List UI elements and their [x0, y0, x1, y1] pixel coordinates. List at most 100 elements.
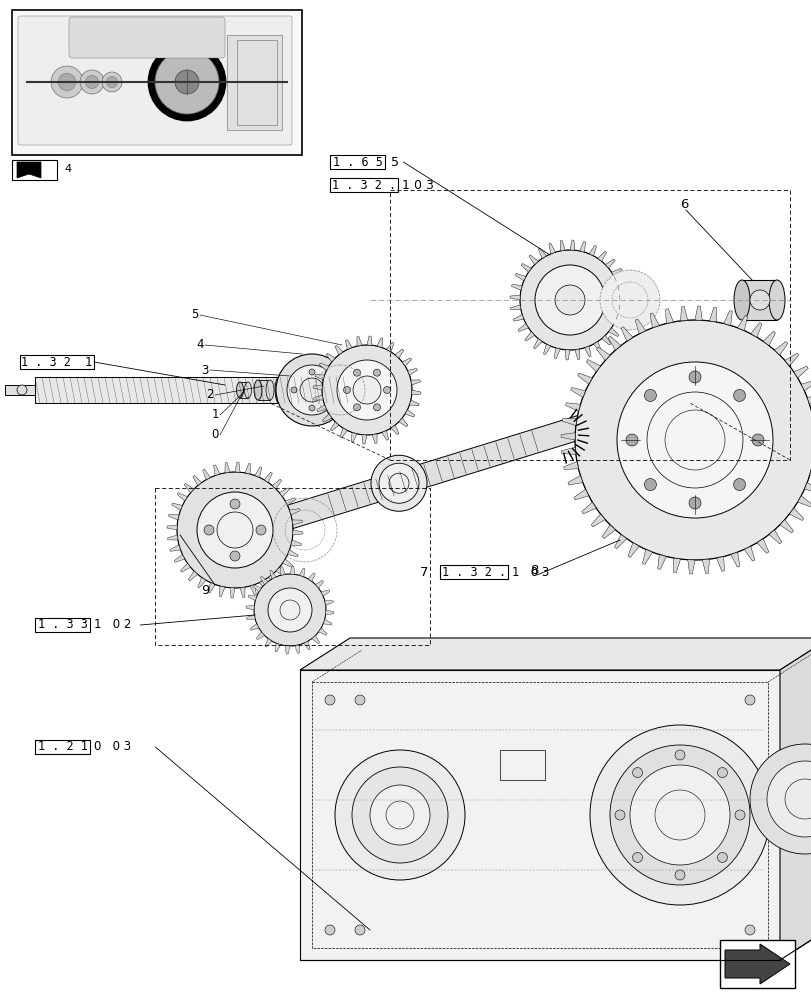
Ellipse shape	[275, 376, 285, 404]
Polygon shape	[709, 307, 716, 322]
Circle shape	[632, 852, 642, 862]
Polygon shape	[560, 447, 575, 454]
Text: 8: 8	[530, 564, 538, 576]
Polygon shape	[620, 327, 632, 341]
Bar	[329, 155, 385, 169]
Polygon shape	[260, 576, 268, 585]
Polygon shape	[303, 641, 310, 650]
Polygon shape	[192, 475, 201, 486]
Polygon shape	[774, 342, 787, 355]
Text: 1 . 3 2 .: 1 . 3 2 .	[441, 566, 505, 578]
Circle shape	[230, 551, 240, 561]
Bar	[35, 740, 90, 754]
Bar	[12, 10, 302, 155]
Polygon shape	[17, 162, 41, 178]
Circle shape	[717, 768, 727, 778]
Bar	[440, 565, 507, 579]
Polygon shape	[601, 335, 610, 345]
Polygon shape	[736, 316, 747, 331]
Text: 1: 1	[401, 179, 410, 192]
Circle shape	[674, 750, 684, 760]
Circle shape	[732, 389, 744, 401]
Polygon shape	[398, 418, 407, 427]
Polygon shape	[319, 363, 328, 370]
Polygon shape	[680, 306, 687, 321]
Circle shape	[519, 250, 620, 350]
Circle shape	[574, 320, 811, 560]
Circle shape	[230, 499, 240, 509]
Polygon shape	[687, 560, 694, 574]
FancyBboxPatch shape	[18, 16, 292, 145]
Polygon shape	[608, 328, 618, 337]
Polygon shape	[324, 600, 333, 605]
Polygon shape	[350, 432, 357, 442]
Polygon shape	[744, 546, 754, 561]
Polygon shape	[311, 635, 320, 644]
Polygon shape	[730, 552, 739, 567]
Polygon shape	[334, 345, 342, 355]
Text: 9: 9	[201, 584, 210, 596]
Polygon shape	[538, 248, 546, 258]
Bar	[345, 374, 384, 406]
Polygon shape	[596, 347, 609, 360]
Polygon shape	[409, 400, 418, 406]
Polygon shape	[694, 306, 702, 320]
Polygon shape	[642, 549, 652, 564]
Polygon shape	[250, 585, 256, 595]
Polygon shape	[627, 543, 638, 557]
Circle shape	[625, 434, 637, 446]
Polygon shape	[567, 476, 582, 485]
Polygon shape	[282, 559, 293, 567]
Ellipse shape	[266, 380, 273, 400]
Polygon shape	[614, 534, 626, 549]
Polygon shape	[809, 469, 811, 477]
Polygon shape	[307, 573, 315, 581]
Polygon shape	[650, 313, 659, 328]
Polygon shape	[240, 587, 245, 598]
Polygon shape	[617, 310, 628, 316]
Polygon shape	[292, 520, 303, 525]
Circle shape	[766, 761, 811, 837]
Polygon shape	[184, 483, 194, 493]
Polygon shape	[672, 558, 680, 573]
Polygon shape	[299, 568, 305, 577]
Polygon shape	[315, 580, 324, 588]
Circle shape	[674, 870, 684, 880]
Circle shape	[148, 44, 225, 120]
Text: 1: 1	[211, 408, 218, 422]
Polygon shape	[325, 610, 333, 615]
Polygon shape	[597, 251, 606, 261]
Bar	[35, 618, 90, 632]
Polygon shape	[756, 539, 768, 553]
Circle shape	[177, 472, 293, 588]
Text: 1 . 6 5: 1 . 6 5	[333, 156, 382, 169]
Polygon shape	[172, 503, 182, 510]
Polygon shape	[234, 462, 240, 472]
Polygon shape	[665, 309, 672, 323]
Circle shape	[632, 768, 642, 778]
Circle shape	[299, 378, 324, 402]
Text: 5: 5	[391, 156, 399, 169]
Circle shape	[616, 362, 772, 518]
Polygon shape	[563, 462, 577, 469]
Circle shape	[268, 588, 311, 632]
Polygon shape	[180, 563, 191, 572]
Circle shape	[290, 387, 297, 393]
Bar	[5, 385, 40, 395]
Polygon shape	[581, 502, 595, 514]
Polygon shape	[285, 646, 290, 654]
Circle shape	[744, 695, 754, 705]
Polygon shape	[269, 570, 276, 579]
Circle shape	[689, 497, 700, 509]
Ellipse shape	[733, 280, 749, 320]
Polygon shape	[616, 279, 626, 285]
Circle shape	[353, 376, 380, 404]
Bar	[35, 377, 345, 403]
Polygon shape	[268, 574, 277, 585]
Polygon shape	[362, 435, 367, 444]
Polygon shape	[247, 615, 255, 620]
Polygon shape	[657, 555, 666, 569]
Circle shape	[335, 750, 465, 880]
Circle shape	[17, 385, 27, 395]
Circle shape	[51, 66, 83, 98]
